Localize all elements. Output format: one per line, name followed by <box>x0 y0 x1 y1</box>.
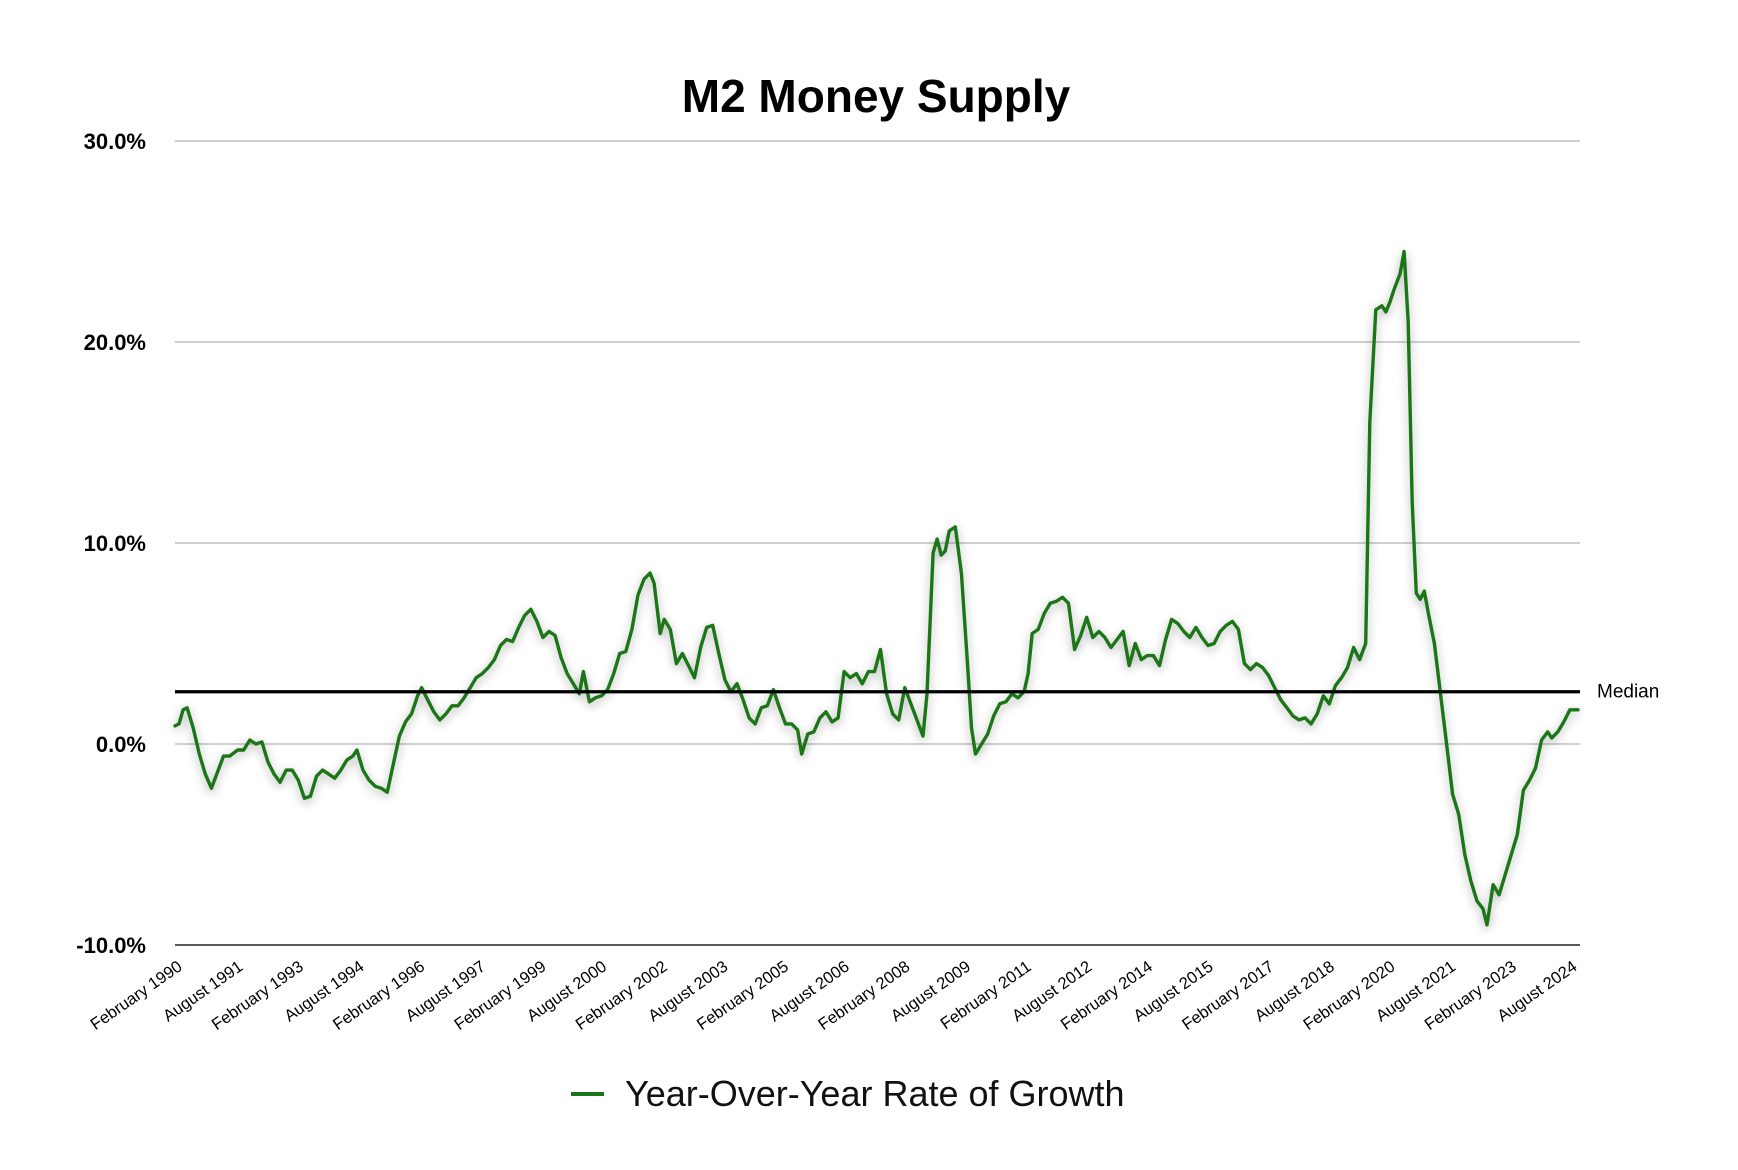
y-axis-ticks: 30.0% 20.0% 10.0% 0.0% -10.0% <box>76 129 146 958</box>
median-label: Median <box>1597 682 1659 703</box>
y-tick-label: 20.0% <box>84 330 146 355</box>
y-tick-label: 30.0% <box>84 129 146 154</box>
median-layer: Median <box>175 682 1659 703</box>
series-line-yoy-growth <box>173 249 1580 927</box>
y-tick-label: 0.0% <box>96 732 146 757</box>
series-layer <box>173 249 1580 927</box>
legend-label: Year-Over-Year Rate of Growth <box>625 1073 1125 1114</box>
y-tick-label: 10.0% <box>84 531 146 556</box>
chart-title: M2 Money Supply <box>682 70 1071 122</box>
gridlines <box>175 140 1580 946</box>
y-tick-label: -10.0% <box>76 933 146 958</box>
legend: Year-Over-Year Rate of Growth <box>571 1073 1125 1114</box>
